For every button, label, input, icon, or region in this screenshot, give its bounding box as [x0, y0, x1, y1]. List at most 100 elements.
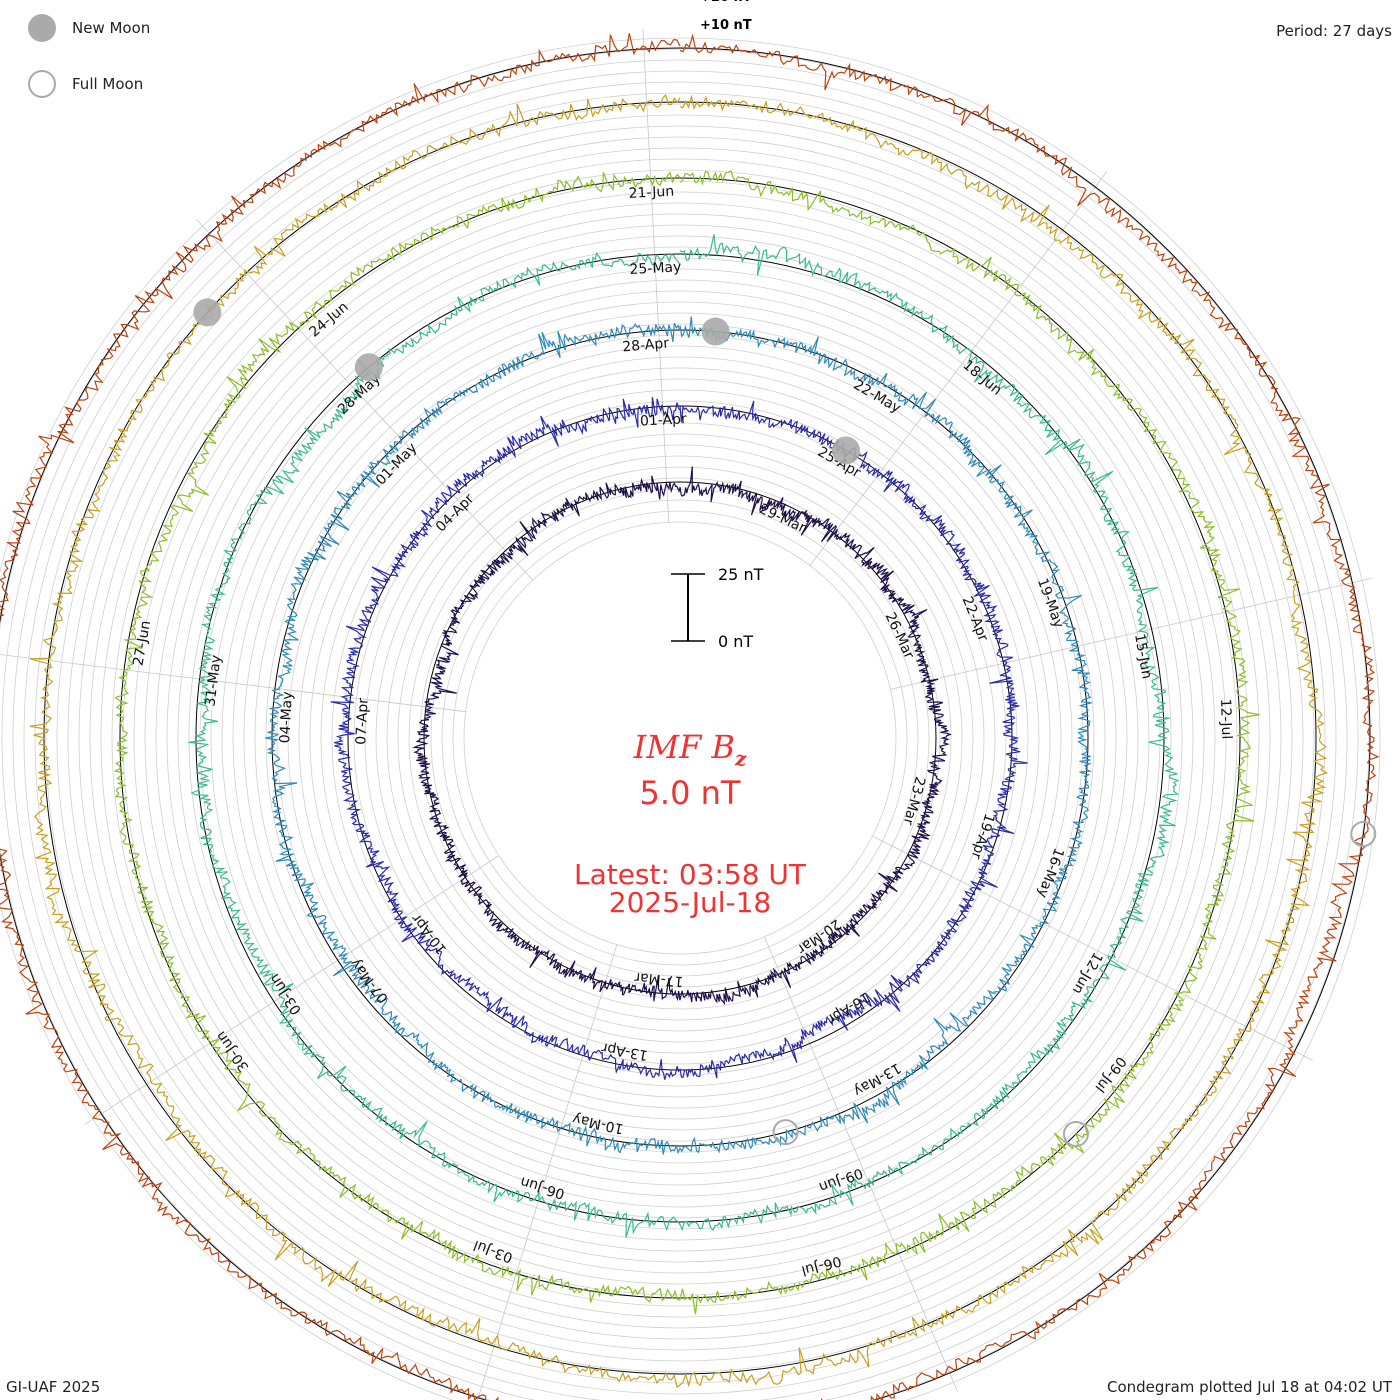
- ref-label-plus10: +10 nT: [700, 18, 752, 33]
- grid-circle: [276, 334, 1084, 1142]
- quantity-name: IMF B: [633, 728, 735, 766]
- grid-circle: [221, 279, 1139, 1197]
- date-tick-label: 21-Jun: [628, 184, 674, 202]
- grid-circle: [298, 356, 1062, 1120]
- grid-circle: [177, 235, 1183, 1241]
- scale-bar-bottom-label: 0 nT: [718, 632, 753, 651]
- date-tick-label: 27-Jun: [130, 619, 154, 667]
- grid-circle: [111, 169, 1249, 1307]
- full-moon-icon: [28, 70, 56, 98]
- grid-circle: [452, 510, 908, 966]
- date-tick-label: 17-Mar: [633, 969, 684, 989]
- grid-circle: [375, 433, 985, 1043]
- date-tick-label: 13-May: [851, 1059, 904, 1099]
- scale-bar: 25 nT 0 nT: [671, 565, 764, 651]
- legend-full-moon: Full Moon: [28, 70, 143, 98]
- grid-circle: [331, 389, 1029, 1087]
- legend-full-moon-label: Full Moon: [72, 75, 144, 93]
- new-moon-marker: [701, 317, 730, 346]
- grid-spoke: [809, 170, 1108, 566]
- zero-reference-circle: [0, 47, 1371, 1400]
- new-moon-marker: [193, 298, 222, 327]
- date-tick-label: 28-Apr: [622, 335, 670, 355]
- grid-circle: [23, 81, 1337, 1395]
- grid-spoke: [642, 28, 670, 523]
- quantity-subscript: z: [734, 746, 747, 771]
- grid-circle: [56, 114, 1304, 1362]
- grid-circle: [386, 444, 974, 1032]
- plotted-timestamp: Condegram plotted Jul 18 at 04:02 UT: [1106, 1378, 1392, 1396]
- grid-rings: [0, 28, 1381, 1400]
- date-tick-label: 31-May: [202, 654, 224, 707]
- grid-circle: [78, 136, 1282, 1340]
- full-moon-marker: [1350, 821, 1377, 848]
- grid-circle: [1, 59, 1359, 1400]
- grid-spoke: [195, 218, 533, 581]
- scale-bar-top-label: 25 nT: [718, 565, 764, 584]
- full-moon-marker: [1062, 1120, 1089, 1147]
- grid-circle: [408, 466, 952, 1010]
- grid-circle: [397, 455, 963, 1021]
- legend-new-moon-label: New Moon: [72, 19, 151, 37]
- new-moon-marker: [832, 436, 860, 465]
- new-moon-icon: [28, 14, 56, 42]
- date-tick-label: 12-Jun: [1069, 949, 1106, 996]
- grid-circle: [463, 521, 897, 955]
- grid-circle: [188, 246, 1172, 1230]
- grid-spoke: [764, 936, 958, 1392]
- grid-circle: [210, 268, 1150, 1208]
- grid-circle: [155, 213, 1205, 1263]
- grid-spoke: [0, 654, 466, 713]
- bz-trace-ring-4: [188, 234, 1180, 1238]
- grid-circle: [0, 48, 1370, 1400]
- grid-circle: [144, 202, 1216, 1274]
- grid-circle: [199, 257, 1161, 1219]
- date-tick-label: 12-Jul: [1217, 698, 1234, 739]
- grid-circle: [364, 422, 996, 1054]
- date-tick-label: 15-Jun: [1131, 633, 1155, 681]
- grid-circle: [232, 290, 1128, 1186]
- new-moon-marker: [354, 353, 383, 382]
- grid-circle: [320, 378, 1040, 1098]
- bz-trace-ring-1: [412, 466, 952, 1006]
- date-tick-label: 19-May: [1034, 576, 1067, 630]
- legend-new-moon: New Moon: [28, 14, 150, 42]
- credit-label: GI-UAF 2025: [6, 1378, 101, 1396]
- grid-circle: [45, 103, 1315, 1373]
- grid-spoke: [890, 577, 1372, 690]
- latest-time: Latest: 03:58 UT: [573, 858, 807, 891]
- grid-circle: [133, 191, 1227, 1285]
- grid-spoke: [872, 835, 1313, 1061]
- grid-circle: [12, 70, 1348, 1400]
- grid-circle: [243, 301, 1117, 1175]
- date-tick-label: 22-Apr: [959, 594, 991, 644]
- bz-trace-ring-2: [330, 397, 1028, 1080]
- grid-circle: [309, 367, 1051, 1109]
- grid-circle: [34, 92, 1326, 1384]
- grid-circle: [100, 158, 1260, 1318]
- bz-trace-ring-3: [265, 316, 1093, 1155]
- period-label: Period: 27 days: [1276, 22, 1392, 40]
- ref-label-plus20: +20 nT: [700, 0, 752, 5]
- grid-circle: [67, 125, 1293, 1351]
- latest-date: 2025-Jul-18: [608, 886, 772, 919]
- grid-circle: [89, 147, 1271, 1329]
- current-value: 5.0 nT: [639, 774, 741, 812]
- grid-circle: [0, 37, 1381, 1400]
- bz-trace-ring-7: [0, 33, 1380, 1400]
- bz-trace-ring-5: [113, 170, 1260, 1315]
- date-tick-label: 16-Apr: [824, 988, 872, 1026]
- full-moon-marker: [772, 1119, 799, 1146]
- grid-spoke: [84, 855, 500, 1126]
- grid-circle: [254, 312, 1106, 1164]
- date-tick-label: 09-Jul: [1091, 1053, 1129, 1095]
- date-tick-label: 04-May: [277, 691, 296, 744]
- date-tick-label: 26-Mar: [882, 610, 917, 662]
- grid-circle: [166, 224, 1194, 1252]
- grid-circle: [122, 180, 1238, 1296]
- date-tick-label: 13-Apr: [600, 1039, 649, 1063]
- grid-circle: [287, 345, 1073, 1131]
- quantity-title: IMF Bz: [0, 728, 1380, 770]
- date-tick-label: 01-Apr: [640, 411, 688, 429]
- date-tick-label: 07-Apr: [353, 697, 371, 745]
